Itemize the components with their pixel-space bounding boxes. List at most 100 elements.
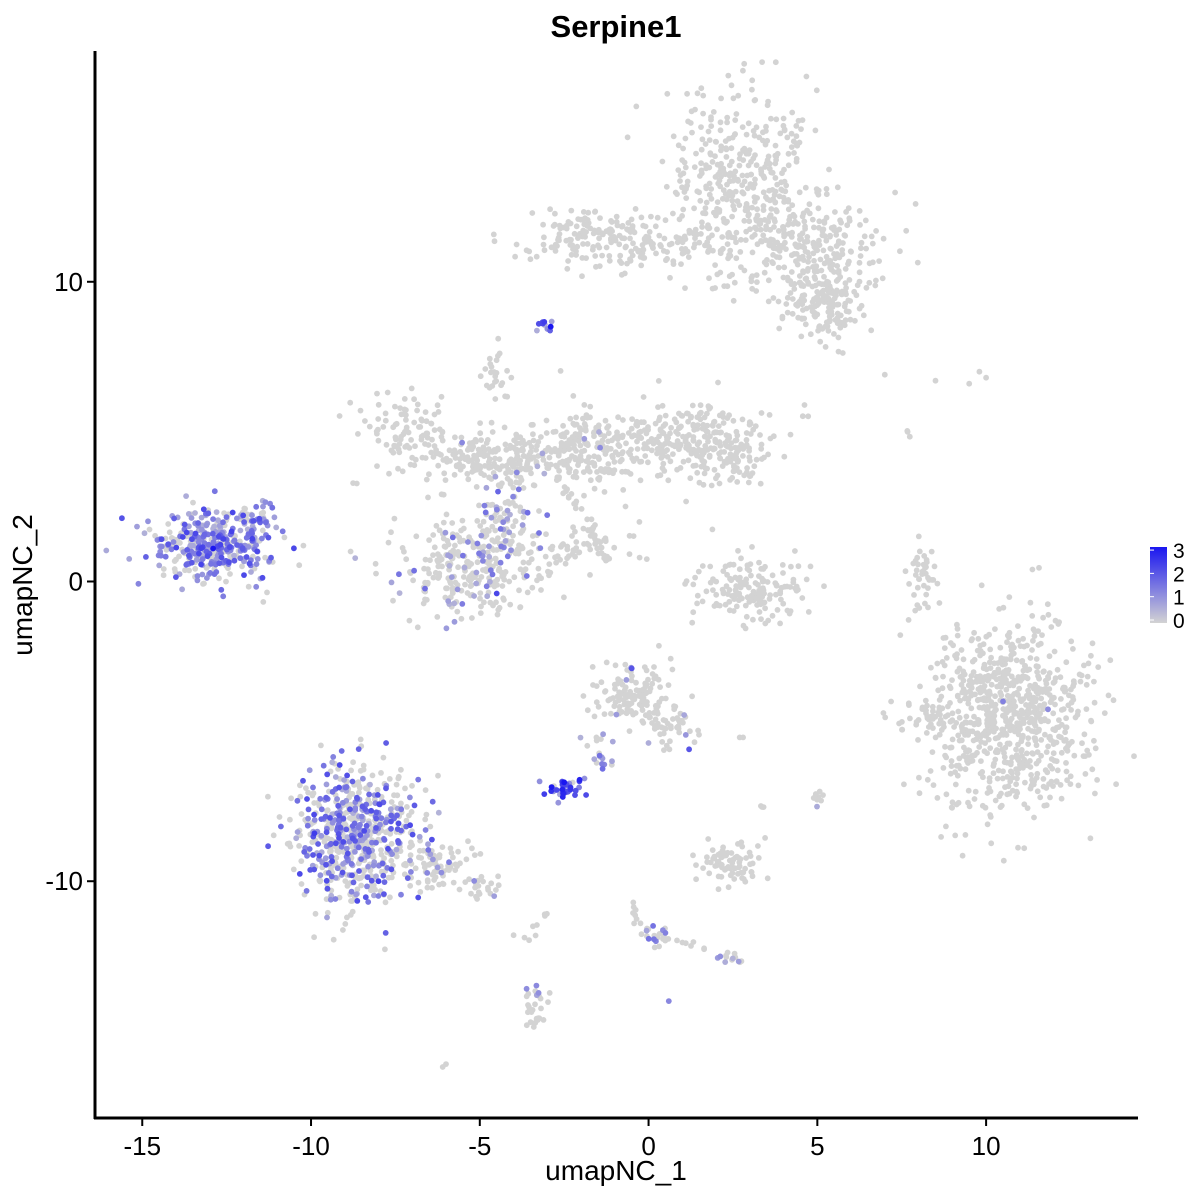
- data-point: [383, 819, 389, 826]
- data-point: [1091, 737, 1097, 744]
- data-point: [713, 212, 719, 219]
- data-point: [495, 335, 502, 342]
- data-point: [799, 282, 806, 288]
- data-point: [1082, 771, 1089, 777]
- data-point: [386, 470, 392, 477]
- data-point: [742, 237, 749, 244]
- data-point: [905, 700, 912, 707]
- data-point: [373, 825, 379, 831]
- data-point: [403, 556, 410, 563]
- data-point: [488, 514, 495, 521]
- data-point: [720, 568, 727, 574]
- data-point: [1079, 740, 1085, 747]
- data-point: [498, 543, 505, 550]
- data-point: [515, 550, 522, 557]
- data-point: [407, 857, 413, 864]
- data-point: [769, 259, 775, 265]
- data-point: [914, 584, 921, 591]
- data-point: [431, 877, 437, 883]
- data-point: [571, 442, 577, 448]
- data-point: [612, 235, 618, 242]
- data-point: [660, 725, 667, 731]
- data-point: [541, 791, 548, 797]
- data-point: [795, 244, 801, 251]
- data-point: [204, 553, 211, 560]
- data-point: [1009, 641, 1015, 648]
- data-point: [1040, 614, 1046, 621]
- data-point: [628, 446, 634, 453]
- data-point: [649, 680, 656, 687]
- data-point: [1013, 766, 1019, 773]
- data-point: [713, 862, 720, 869]
- data-point: [328, 873, 335, 880]
- data-point: [588, 516, 595, 523]
- data-point: [652, 223, 659, 230]
- data-point: [568, 207, 575, 214]
- data-point: [573, 448, 579, 454]
- data-point: [591, 485, 598, 492]
- data-point: [758, 616, 764, 622]
- data-point: [785, 198, 791, 205]
- data-point: [707, 151, 714, 158]
- data-point: [596, 235, 602, 242]
- data-point: [834, 310, 841, 317]
- data-point: [1062, 724, 1069, 731]
- data-point: [540, 221, 546, 228]
- data-point: [693, 862, 699, 868]
- data-point: [707, 579, 714, 586]
- data-point: [512, 518, 519, 525]
- data-point: [271, 514, 278, 521]
- data-point: [728, 445, 734, 452]
- data-point: [458, 615, 465, 622]
- data-point: [825, 295, 832, 302]
- data-point: [512, 253, 518, 260]
- data-point: [687, 475, 694, 482]
- data-point: [254, 556, 261, 562]
- data-point: [332, 774, 339, 780]
- data-point: [550, 429, 557, 435]
- data-point: [436, 451, 442, 457]
- data-point: [747, 457, 753, 464]
- data-point: [429, 884, 435, 891]
- data-point: [913, 567, 920, 574]
- data-point: [320, 762, 327, 769]
- data-point: [882, 714, 889, 721]
- data-point: [329, 759, 336, 766]
- data-point: [1007, 727, 1013, 734]
- data-point: [402, 785, 408, 792]
- data-point: [179, 586, 186, 593]
- data-point: [732, 455, 738, 462]
- data-point: [456, 886, 463, 893]
- data-point: [477, 523, 484, 529]
- data-point: [718, 143, 725, 150]
- data-point: [587, 532, 594, 539]
- data-point: [708, 123, 715, 129]
- data-point: [799, 213, 806, 220]
- chart-title: Serpine1: [551, 9, 682, 44]
- data-point: [382, 946, 388, 953]
- data-point: [707, 859, 714, 866]
- data-point: [492, 455, 498, 462]
- data-point: [530, 540, 537, 547]
- data-point: [211, 571, 218, 577]
- data-point: [526, 452, 532, 458]
- data-point: [442, 529, 449, 536]
- data-point: [904, 428, 911, 434]
- data-point: [311, 811, 317, 818]
- data-point: [591, 429, 597, 436]
- data-point: [210, 545, 217, 552]
- data-point: [702, 465, 709, 472]
- data-point: [491, 238, 498, 245]
- data-point: [817, 290, 824, 297]
- data-point: [540, 241, 547, 248]
- data-point: [794, 261, 801, 268]
- data-point: [580, 209, 587, 215]
- data-point: [749, 234, 756, 240]
- data-point: [747, 181, 754, 188]
- data-point: [592, 253, 599, 259]
- data-point: [477, 373, 484, 380]
- data-point: [983, 633, 990, 640]
- data-point: [304, 796, 310, 802]
- data-point: [418, 855, 425, 861]
- data-point: [503, 470, 509, 477]
